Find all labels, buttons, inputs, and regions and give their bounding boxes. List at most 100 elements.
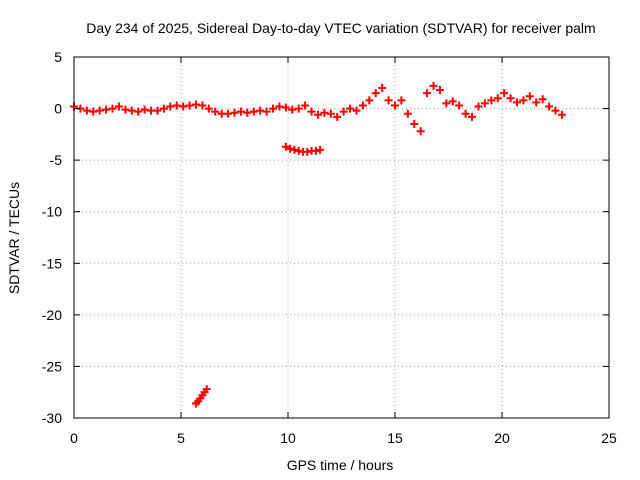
y-axis-title: SDTVAR / TECUs [6, 182, 22, 294]
data-point [313, 110, 322, 119]
y-tick-label: -30 [42, 410, 62, 426]
data-point [275, 102, 284, 111]
data-point [179, 102, 188, 111]
data-point [166, 102, 175, 111]
data-point [493, 94, 502, 103]
data-point [108, 104, 117, 113]
data-point [211, 107, 220, 116]
data-point [487, 96, 496, 105]
data-point [204, 104, 213, 113]
data-points [70, 81, 566, 408]
data-point [286, 144, 295, 153]
data-point [468, 112, 477, 121]
data-point [153, 106, 162, 115]
data-point [281, 142, 290, 151]
data-point [512, 98, 521, 107]
data-point [127, 106, 136, 115]
data-point [423, 89, 432, 98]
data-point [326, 109, 335, 118]
data-point [294, 146, 303, 155]
data-point [435, 86, 444, 95]
data-point [442, 99, 451, 108]
data-point [474, 102, 483, 111]
data-point [290, 145, 299, 154]
data-point [307, 107, 316, 116]
data-point [288, 105, 297, 114]
data-point [410, 120, 419, 129]
y-tick-label: 0 [54, 101, 62, 117]
data-point [294, 104, 303, 113]
data-point [358, 101, 367, 110]
data-point [416, 127, 425, 136]
data-point [391, 101, 399, 110]
data-point [134, 107, 143, 116]
data-point [256, 106, 265, 115]
x-tick-label: 10 [280, 430, 296, 446]
data-point [532, 98, 541, 107]
data-point [95, 106, 104, 115]
data-point [538, 95, 547, 104]
data-point [506, 94, 515, 103]
data-point [198, 101, 207, 110]
data-point [429, 81, 438, 90]
data-point [185, 101, 194, 110]
data-point [159, 104, 168, 113]
data-point [262, 107, 271, 116]
data-point [384, 96, 393, 105]
data-point [557, 110, 566, 119]
axis-ticks: 0 5 10 15 20 25 5 0 -5 -10 -15 -20 -25 -30 [42, 49, 617, 446]
x-tick-label: 20 [494, 430, 510, 446]
data-point [140, 105, 149, 114]
x-tick-label: 5 [177, 430, 185, 446]
data-point [339, 107, 348, 116]
data-point [365, 96, 374, 105]
chart-title: Day 234 of 2025, Sidereal Day-to-day VTE… [86, 20, 595, 36]
data-point [102, 105, 111, 114]
data-point [82, 106, 91, 115]
x-tick-label: 15 [387, 430, 403, 446]
data-point [500, 89, 509, 98]
grid-lines [74, 57, 609, 418]
data-point [455, 101, 464, 110]
x-axis-title: GPS time / hours [287, 457, 394, 473]
data-point [519, 96, 528, 105]
data-point [236, 107, 245, 116]
y-tick-label: -25 [42, 358, 62, 374]
x-tick-label: 25 [601, 430, 617, 446]
data-point [525, 92, 534, 101]
data-point [202, 385, 211, 394]
y-tick-label: -5 [50, 152, 63, 168]
data-point [480, 99, 489, 108]
data-point [191, 100, 200, 109]
x-tick-label: 0 [70, 430, 78, 446]
data-point [346, 104, 355, 113]
data-point [378, 83, 387, 92]
data-point [224, 109, 233, 118]
y-tick-label: -10 [42, 204, 62, 220]
series-SDTVAR [70, 81, 566, 408]
data-point [352, 106, 361, 115]
data-point [311, 146, 320, 155]
data-point [114, 102, 123, 111]
y-tick-label: 5 [54, 49, 62, 65]
data-point [303, 147, 312, 156]
data-point [316, 145, 325, 154]
data-point [301, 101, 310, 110]
data-point [281, 103, 290, 112]
data-point [545, 102, 554, 111]
data-point [461, 109, 470, 118]
data-point [320, 108, 329, 117]
data-point [121, 105, 130, 114]
y-tick-label: -20 [42, 307, 62, 323]
data-point [243, 108, 252, 117]
data-point [230, 108, 239, 117]
data-point [448, 97, 457, 106]
data-point [397, 96, 406, 105]
data-point [333, 112, 342, 121]
data-point [172, 101, 181, 110]
y-tick-label: -15 [42, 255, 62, 271]
plot-frame [73, 56, 610, 419]
data-point [371, 89, 380, 98]
data-point [89, 107, 98, 116]
